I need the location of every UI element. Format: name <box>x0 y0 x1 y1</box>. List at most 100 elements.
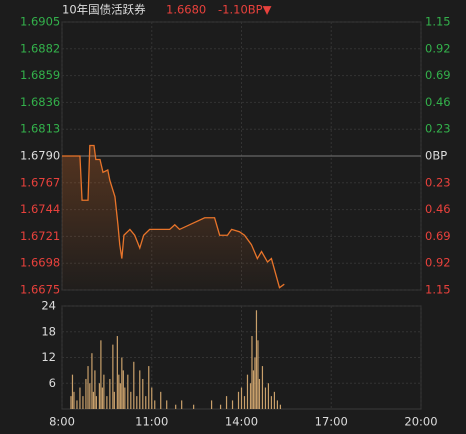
volume-bar <box>279 404 281 409</box>
volume-bar <box>252 370 255 409</box>
volume-bar <box>103 374 105 409</box>
volume-bar <box>237 391 240 409</box>
y2-tick-label: 0.92 <box>425 41 451 55</box>
volume-bar <box>145 396 147 409</box>
y-tick-label: 12 <box>41 350 56 364</box>
volume-bar <box>154 400 156 409</box>
volume-bar <box>109 378 111 409</box>
volume-bar <box>231 400 234 409</box>
volume-bar <box>160 391 162 409</box>
y-tick-label: 1.6905 <box>20 15 60 29</box>
y-tick-label: 1.6790 <box>20 149 60 163</box>
volume-bar <box>264 387 267 409</box>
y-tick-label: 1.6675 <box>20 283 60 297</box>
volume-bar <box>246 374 249 409</box>
volume-bar <box>261 366 264 409</box>
volume-bar <box>94 370 96 409</box>
volume-bar <box>87 366 89 409</box>
volume-bar <box>92 391 95 409</box>
volume-bar <box>121 357 123 409</box>
y2-tick-label: 0.69 <box>425 68 451 82</box>
y-tick-label: 1.6882 <box>20 41 60 55</box>
volume-bar <box>151 387 153 409</box>
volume-bar <box>101 387 103 409</box>
x-tick-label: 14:00 <box>225 415 258 429</box>
volume-bar <box>166 400 168 409</box>
volume-bar <box>276 400 278 409</box>
volume-bar <box>175 404 177 409</box>
volume-bar <box>130 391 132 409</box>
y-tick-label: 1.6767 <box>20 175 60 189</box>
volume-bar <box>181 400 183 409</box>
volume-bar <box>112 344 114 409</box>
y-tick-label: 1.6813 <box>20 122 60 136</box>
y-tick-label: 1.6721 <box>20 229 60 243</box>
price-line <box>62 144 285 289</box>
y-tick-label: 18 <box>41 324 56 338</box>
y-tick-label: 1.6698 <box>20 256 60 270</box>
volume-bar <box>148 366 150 409</box>
volume-bar <box>73 391 75 409</box>
y2-tick-label: 1.15 <box>425 283 451 297</box>
volume-bar <box>113 391 115 409</box>
volume-bar <box>255 310 258 409</box>
volume-bar <box>257 340 259 409</box>
instrument-name: 10年国债活跃券 <box>62 3 146 17</box>
y2-tick-label: 0.23 <box>425 122 451 136</box>
volume-bar <box>82 396 84 409</box>
volume-bar <box>219 404 222 409</box>
x-tick-label: 11:00 <box>135 415 168 429</box>
volume-bar <box>210 400 213 409</box>
y2-tick-label: 0.46 <box>425 95 451 109</box>
last-price: 1.6680 <box>166 3 206 17</box>
y-tick-label: 24 <box>41 299 56 313</box>
volume-bar <box>127 374 129 409</box>
volume-bar <box>225 396 228 409</box>
volume-bar <box>106 396 108 409</box>
y2-tick-label: 1.15 <box>425 15 451 29</box>
volume-bar <box>70 396 72 409</box>
volume-bar <box>95 396 98 409</box>
x-tick-label: 20:00 <box>404 415 437 429</box>
volume-bar <box>76 400 78 409</box>
x-tick-label: 8:00 <box>49 415 75 429</box>
volume-bar <box>267 383 270 409</box>
volume-bar <box>133 361 135 409</box>
y2-tick-label: 0.69 <box>425 229 451 243</box>
volume-bar <box>85 378 87 409</box>
volume-bar <box>249 383 252 409</box>
volume-bar <box>270 396 273 409</box>
price-change: -1.10BP▼ <box>218 3 272 17</box>
volume-bar <box>142 378 144 409</box>
volume-bar <box>91 353 93 409</box>
y-tick-label: 6 <box>49 376 56 390</box>
x-tick-label: 17:00 <box>315 415 348 429</box>
volume-bar <box>136 396 138 409</box>
volume-bar <box>139 370 141 409</box>
y-tick-label: 1.6744 <box>20 202 60 216</box>
volume-bar <box>124 387 126 409</box>
y2-tick-label: 0.46 <box>425 202 451 216</box>
volume-bar <box>98 383 100 409</box>
volume-bar <box>118 374 120 409</box>
y-tick-label: 1.6859 <box>20 68 60 82</box>
y2-tick-label: 0.23 <box>425 175 451 189</box>
volume-bar <box>193 404 195 409</box>
volume-bar <box>89 383 91 409</box>
y2-tick-label: 0BP <box>425 149 447 163</box>
volume-bar <box>258 378 261 409</box>
volume-bar <box>254 357 256 409</box>
volume-bar <box>122 370 124 409</box>
volume-bar <box>71 374 74 409</box>
volume-bar <box>251 336 253 409</box>
volume-bar <box>243 396 246 409</box>
volume-bar <box>273 391 276 409</box>
y-tick-label: 1.6836 <box>20 95 60 109</box>
volume-bar <box>79 387 81 409</box>
volume-bar <box>240 387 243 409</box>
volume-bar <box>100 340 102 409</box>
volume-bar <box>116 336 118 409</box>
y2-tick-label: 0.92 <box>425 256 451 270</box>
price-area <box>62 145 285 290</box>
